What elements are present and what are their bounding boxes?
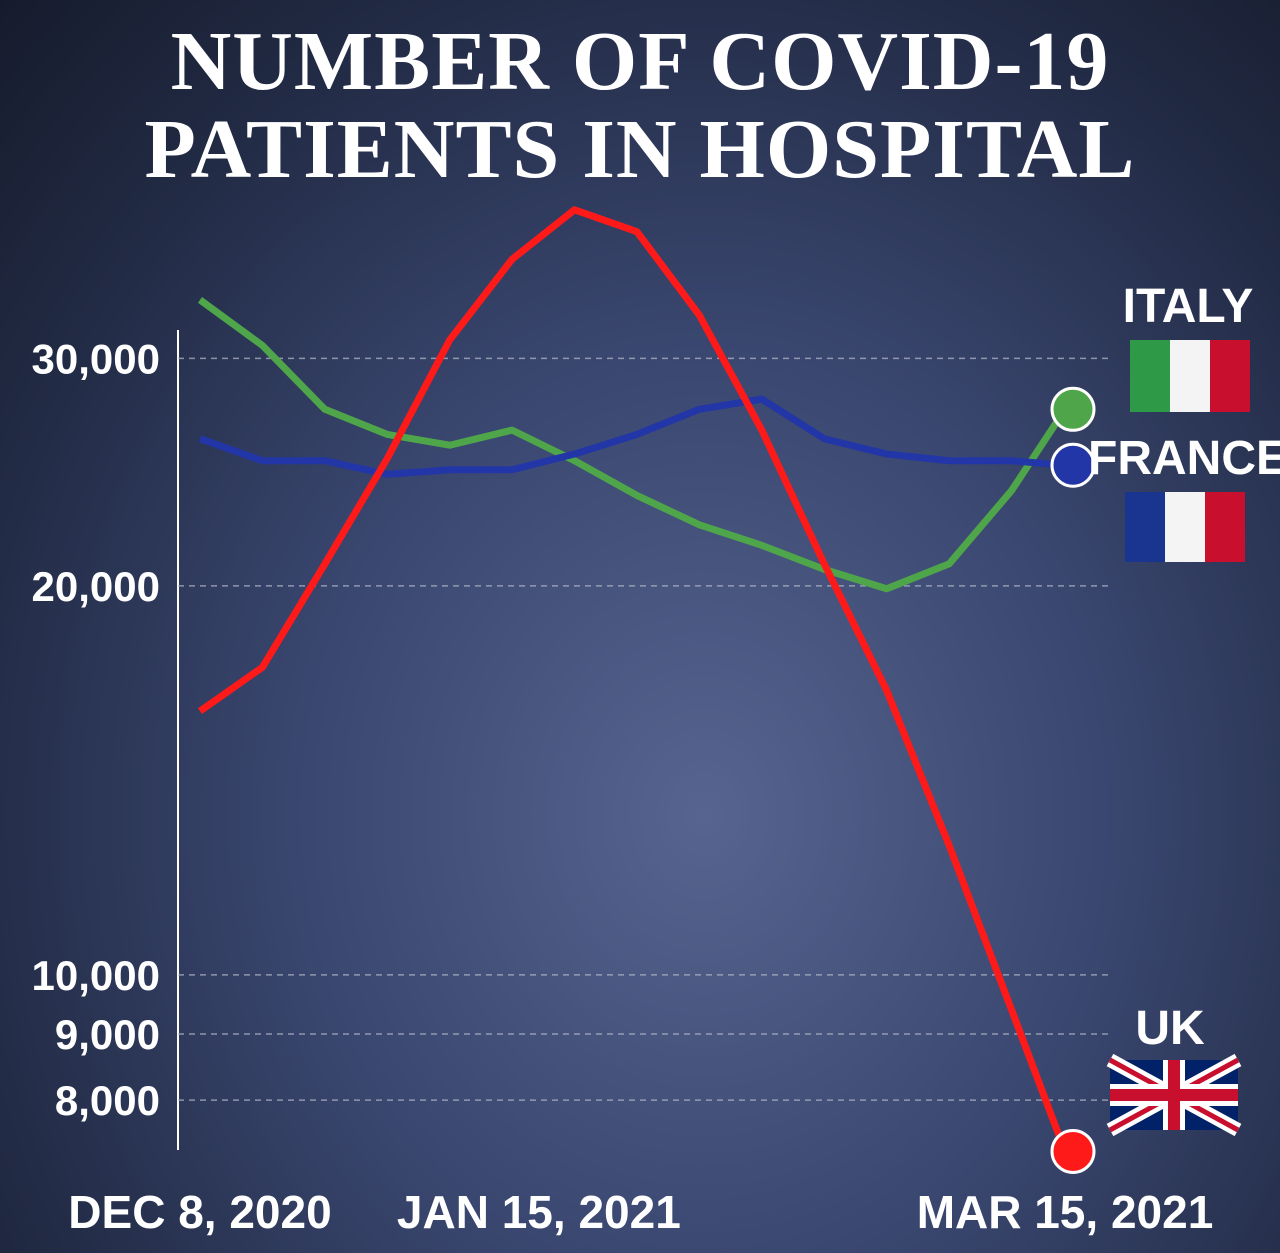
series-line (197, 297, 1068, 593)
series-line (197, 206, 1069, 1153)
legend-label: UK (1135, 1002, 1205, 1055)
end-dot (1050, 442, 1096, 488)
france-flag (1125, 492, 1245, 562)
x-tick-label: DEC 8, 2020 (68, 1186, 331, 1238)
series-line (198, 395, 1066, 478)
lines (197, 206, 1096, 1174)
italy-flag (1130, 340, 1250, 412)
y-tick-label: 8,000 (55, 1077, 160, 1124)
chart-title: NUMBER OF COVID-19 PATIENTS IN HOSPITAL (144, 15, 1136, 196)
end-dot (1050, 386, 1096, 432)
y-tick-label: 10,000 (32, 952, 160, 999)
legend-label: FRANCE (1088, 432, 1280, 485)
legend-label: ITALY (1123, 280, 1254, 333)
x-tick-label: JAN 15, 2021 (397, 1186, 681, 1238)
grid: 8,000 9,000 10,000 20,000 30,000 DEC 8, 2020 J… (32, 335, 1214, 1238)
y-tick-label: 9,000 (55, 1011, 160, 1058)
y-tick-label: 30,000 (32, 335, 160, 382)
end-dot (1050, 1128, 1096, 1174)
uk-flag (1106, 1053, 1242, 1137)
x-tick-label: MAR 15, 2021 (917, 1186, 1214, 1238)
y-tick-label: 20,000 (32, 563, 160, 610)
